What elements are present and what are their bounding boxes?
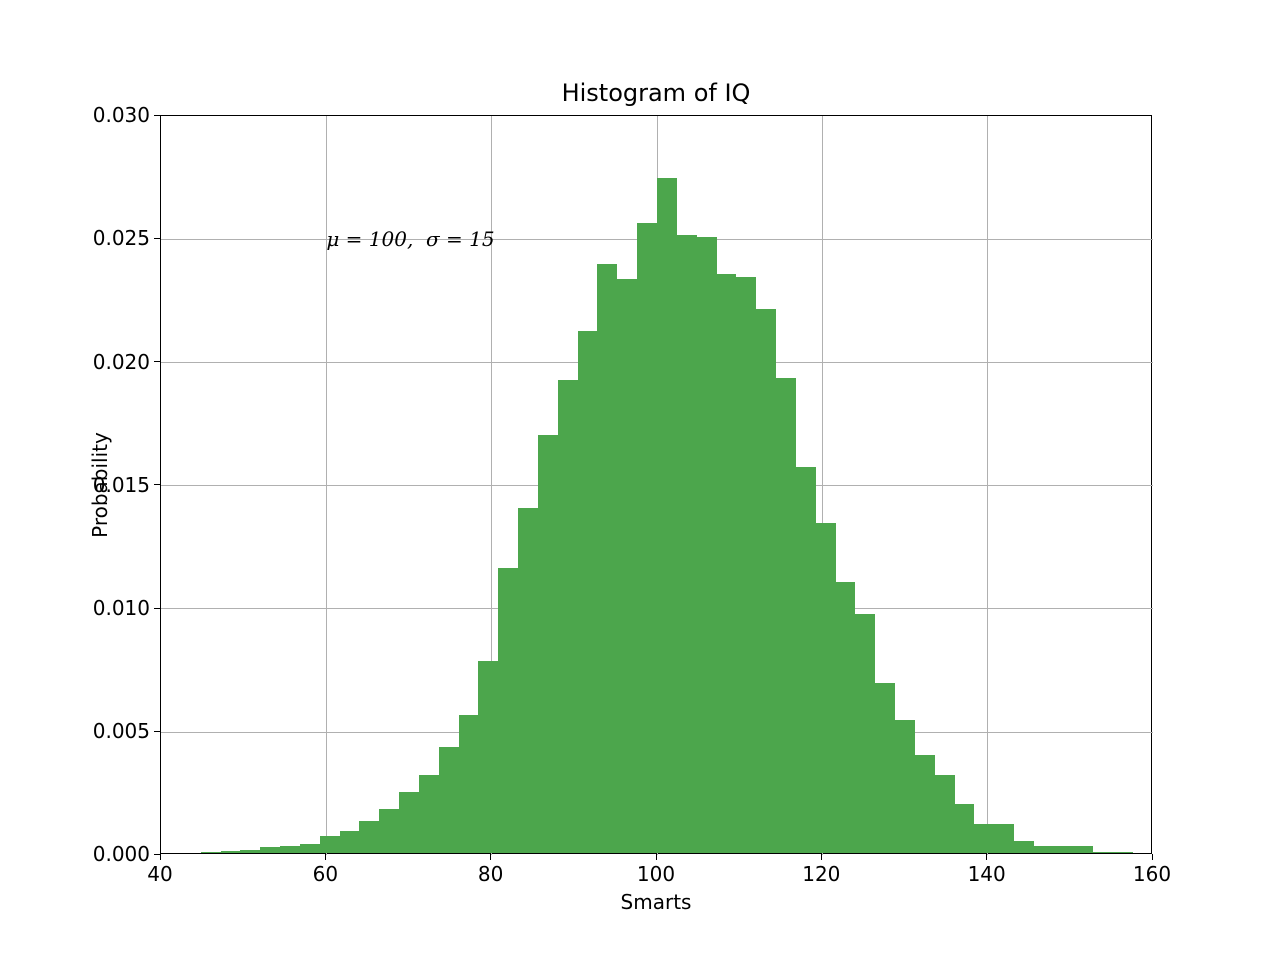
x-tick-label: 160 <box>1133 862 1171 886</box>
x-tick-mark <box>656 854 657 860</box>
x-tick-label: 140 <box>968 862 1006 886</box>
y-tick-label: 0.000 <box>80 842 150 866</box>
y-tick-label: 0.030 <box>80 103 150 127</box>
histogram-bar <box>796 467 816 854</box>
x-tick-mark <box>1152 854 1153 860</box>
y-tick-label: 0.010 <box>80 596 150 620</box>
x-tick-mark <box>490 854 491 860</box>
histogram-bar <box>935 775 955 854</box>
x-tick-label: 40 <box>147 862 172 886</box>
histogram-bar <box>1054 846 1074 853</box>
histogram-bar <box>260 847 280 853</box>
histogram-bar <box>955 804 975 853</box>
histogram-bar <box>498 568 518 854</box>
chart-axes: μ = 100, σ = 15 <box>160 115 1152 854</box>
histogram-bar <box>895 720 915 853</box>
histogram-bar <box>1034 846 1054 853</box>
x-tick-label: 80 <box>478 862 503 886</box>
y-tick-label: 0.015 <box>80 473 150 497</box>
y-tick-mark <box>154 484 160 485</box>
histogram-bar <box>1074 846 1094 853</box>
histogram-bar <box>240 850 260 854</box>
y-tick-label: 0.020 <box>80 350 150 374</box>
histogram-bar <box>320 836 340 853</box>
histogram-bar <box>578 331 598 853</box>
x-tick-mark <box>821 854 822 860</box>
histogram-bar <box>1014 841 1034 853</box>
histogram-bar <box>855 614 875 853</box>
histogram-bar <box>597 264 617 853</box>
histogram-bar <box>459 715 479 853</box>
histogram-bar <box>478 661 498 853</box>
chart-figure: Histogram of IQ μ = 100, σ = 15 Smarts P… <box>0 0 1280 960</box>
histogram-bar <box>439 747 459 853</box>
x-tick-mark <box>160 854 161 860</box>
histogram-bar <box>657 178 677 853</box>
x-tick-label: 120 <box>802 862 840 886</box>
x-axis-label: Smarts <box>160 890 1152 914</box>
histogram-bar <box>736 277 756 854</box>
histogram-bar <box>776 378 796 854</box>
histogram-bar <box>379 809 399 853</box>
histogram-bar <box>419 775 439 854</box>
histogram-bar <box>836 582 856 853</box>
chart-annotation: μ = 100, σ = 15 <box>326 227 494 251</box>
histogram-bar <box>558 380 578 853</box>
histogram-bar <box>340 831 360 853</box>
y-tick-mark <box>154 854 160 855</box>
histogram-bar <box>717 274 737 853</box>
histogram-bar <box>697 237 717 853</box>
y-tick-label: 0.025 <box>80 226 150 250</box>
histogram-bar <box>994 824 1014 854</box>
histogram-bar <box>637 223 657 854</box>
histogram-bar <box>221 851 241 853</box>
histogram-bar <box>359 821 379 853</box>
histogram-bar <box>875 683 895 853</box>
x-tick-label: 60 <box>313 862 338 886</box>
y-tick-mark <box>154 608 160 609</box>
y-tick-mark <box>154 115 160 116</box>
histogram-bar <box>399 792 419 854</box>
x-tick-mark <box>986 854 987 860</box>
y-tick-mark <box>154 361 160 362</box>
chart-title: Histogram of IQ <box>160 79 1152 107</box>
histogram-bar <box>915 755 935 854</box>
histogram-bar <box>677 235 697 853</box>
y-tick-mark <box>154 238 160 239</box>
x-tick-label: 100 <box>637 862 675 886</box>
y-tick-label: 0.005 <box>80 719 150 743</box>
histogram-bar <box>280 846 300 853</box>
histogram-bar <box>974 824 994 854</box>
histogram-bar <box>1093 852 1113 853</box>
histogram-bar <box>518 508 538 853</box>
histogram-bar <box>756 309 776 854</box>
x-tick-mark <box>325 854 326 860</box>
histogram-bar <box>816 523 836 853</box>
histogram-bar <box>1113 852 1133 853</box>
histogram-bar <box>538 435 558 854</box>
histogram-bar <box>617 279 637 853</box>
y-tick-mark <box>154 731 160 732</box>
histogram-bar <box>201 852 221 853</box>
histogram-bar <box>300 844 320 854</box>
